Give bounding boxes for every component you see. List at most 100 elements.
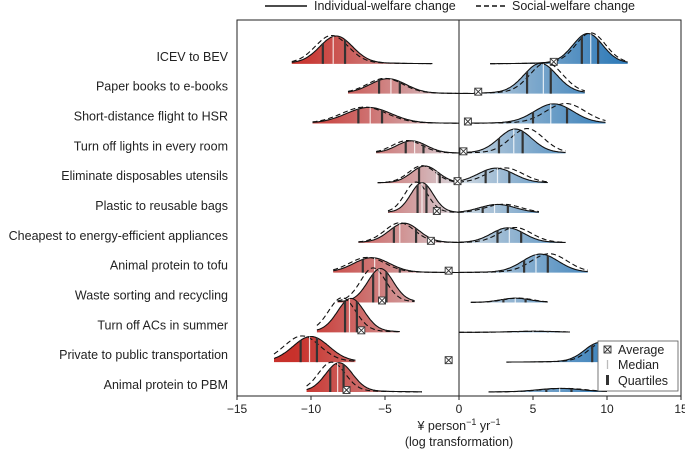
category-label: Plastic to reusable bags: [95, 199, 228, 213]
x-axis: −15 −10 −5 0 5 10 15: [227, 396, 685, 416]
pos-density-area: [459, 204, 539, 213]
average-marker: [426, 236, 435, 245]
pos-individual-curve: [470, 297, 548, 303]
average-marker-cross: [358, 327, 365, 334]
neg-density-area: [291, 36, 433, 64]
pos-individual-curve: [458, 203, 539, 213]
x-tick-label: 0: [456, 402, 463, 416]
ridge-row: [337, 267, 548, 305]
neg-density-area: [312, 107, 459, 124]
pos-density-area: [473, 63, 585, 94]
average-marker: [432, 207, 441, 215]
neg-individual-curve: [273, 335, 356, 361]
pos-individual-curve: [490, 32, 628, 65]
pos-social-curve: [506, 341, 642, 363]
average-marker: [459, 147, 468, 156]
category-label: Eliminate disposables utensils: [61, 169, 228, 183]
neg-density-area: [274, 336, 356, 363]
average-marker-cross: [460, 148, 467, 155]
neg-density-area: [306, 362, 422, 392]
x-tick-label: 10: [600, 402, 614, 416]
pos-density-area: [466, 103, 606, 124]
x-tick-label: −5: [378, 402, 392, 416]
pos-individual-curve: [466, 103, 606, 124]
neg-social-curve: [312, 106, 459, 124]
category-label: Animal protein to PBM: [104, 378, 228, 392]
ridge-row: [273, 335, 642, 365]
pos-density-area: [488, 388, 607, 392]
ridges-group: [273, 32, 642, 394]
legend-quartiles-label: Quartiles: [618, 374, 668, 388]
pos-density-area: [459, 129, 566, 154]
ridge-row: [333, 253, 588, 275]
average-marker-cross: [433, 207, 441, 215]
average-marker-cross: [474, 88, 482, 95]
average-marker: [342, 386, 351, 394]
x-axis-title: ¥ person−1 yr−1 (log transformation): [405, 417, 513, 449]
category-label: Private to public transportation: [59, 348, 228, 362]
ridge-row: [347, 62, 585, 96]
ridge-row: [358, 222, 566, 245]
category-label: Animal protein to tofu: [110, 259, 228, 273]
neg-density-area: [316, 298, 400, 333]
category-label: Short-distance flight to HSR: [74, 110, 228, 124]
neg-individual-curve: [376, 140, 459, 154]
neg-individual-curve: [347, 78, 474, 95]
neg-social-curve: [333, 256, 459, 274]
pos-individual-curve: [459, 227, 566, 244]
legend-average-icon: [603, 345, 612, 354]
neg-social-curve: [347, 77, 474, 95]
average-marker: [453, 177, 462, 186]
x-axis-title-line1: ¥ person−1 yr−1: [416, 417, 500, 433]
pos-individual-curve: [458, 128, 566, 154]
neg-social-curve: [273, 335, 356, 362]
legend-individual-label: Individual-welfare change: [314, 0, 456, 13]
neg-density-area: [376, 140, 459, 154]
x-tick-label: 15: [674, 402, 685, 416]
average-marker-cross: [343, 386, 350, 394]
neg-density-area: [333, 257, 459, 273]
category-label: Waste sorting and recycling: [75, 289, 228, 303]
average-marker: [474, 87, 483, 96]
ridge-row: [312, 102, 606, 126]
average-marker-cross: [445, 267, 452, 274]
category-labels: ICEV to BEV Paper books to e-books Short-d…: [9, 50, 229, 392]
pos-social-curve: [466, 102, 606, 124]
ridge-row: [377, 165, 548, 186]
neg-social-curve: [377, 165, 460, 184]
neg-individual-curve: [306, 362, 422, 393]
neg-individual-curve: [358, 222, 459, 243]
x-tick-label: 5: [530, 402, 537, 416]
legend-average-label: Average: [618, 343, 664, 357]
neg-social-curve: [358, 222, 459, 243]
neg-social-curve: [306, 361, 422, 393]
x-tick-label: −10: [301, 402, 322, 416]
average-marker-cross: [427, 237, 435, 245]
pos-individual-curve: [458, 167, 548, 184]
category-label: Turn off ACs in summer: [97, 318, 228, 332]
average-marker-cross: [378, 297, 386, 304]
legend-median-label: Median: [618, 358, 659, 372]
category-label: ICEV to BEV: [156, 50, 228, 64]
ridge-row: [387, 181, 539, 215]
pos-density-area: [490, 33, 628, 64]
pos-social-curve: [490, 32, 628, 65]
average-marker: [357, 326, 366, 335]
legend-social-label: Social-welfare change: [512, 0, 635, 13]
neg-individual-curve: [291, 35, 433, 65]
average-marker-cross: [454, 177, 461, 185]
neg-density-area: [358, 223, 459, 243]
neg-social-curve: [291, 34, 433, 65]
top-legend: Individual-welfare change Social-welfare…: [265, 0, 635, 13]
category-label: Paper books to e-books: [96, 80, 228, 94]
pos-social-curve: [459, 226, 566, 243]
inset-legend: Average Median Quartiles: [597, 340, 679, 392]
pos-individual-curve: [473, 62, 585, 94]
pos-individual-curve: [488, 387, 607, 393]
pos-social-curve: [459, 128, 566, 154]
pos-individual-curve: [459, 330, 570, 333]
ridge-row: [375, 128, 566, 156]
neg-individual-curve: [333, 257, 459, 274]
category-label: Cheapest to energy-efficient appliances: [9, 229, 228, 243]
